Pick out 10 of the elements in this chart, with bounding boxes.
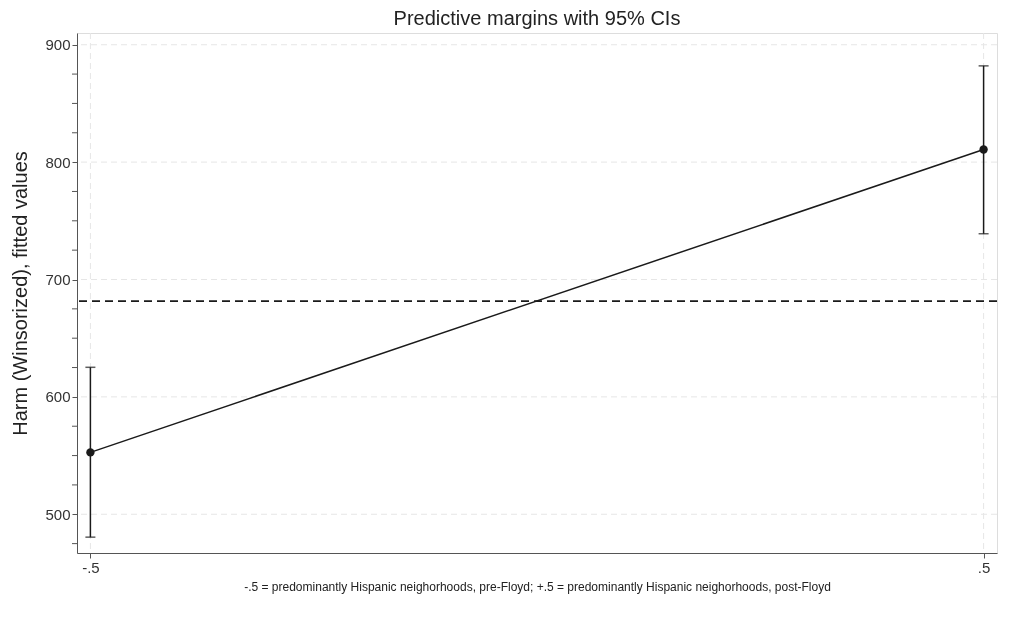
x-tick-label: .5 (977, 558, 991, 576)
y-tick-label: 700 (45, 271, 71, 288)
x-tick-label: -.5 (82, 558, 100, 576)
chart-title: Predictive margins with 95% CIs (393, 6, 681, 29)
y-tick-label: 900 (45, 36, 71, 54)
y-tick-label: 800 (45, 153, 71, 171)
y-tick-label: 500 (45, 505, 71, 523)
x-axis-title: -.5 = predominantly Hispanic neighorhoods, pre-Floyd; +.5 = predominantly Hispanic neighorhoods, post-Floyd (244, 579, 831, 594)
y-axis-title: Harm (Winsorized), fitted values (9, 151, 32, 436)
y-tick-label: 600 (45, 388, 71, 406)
